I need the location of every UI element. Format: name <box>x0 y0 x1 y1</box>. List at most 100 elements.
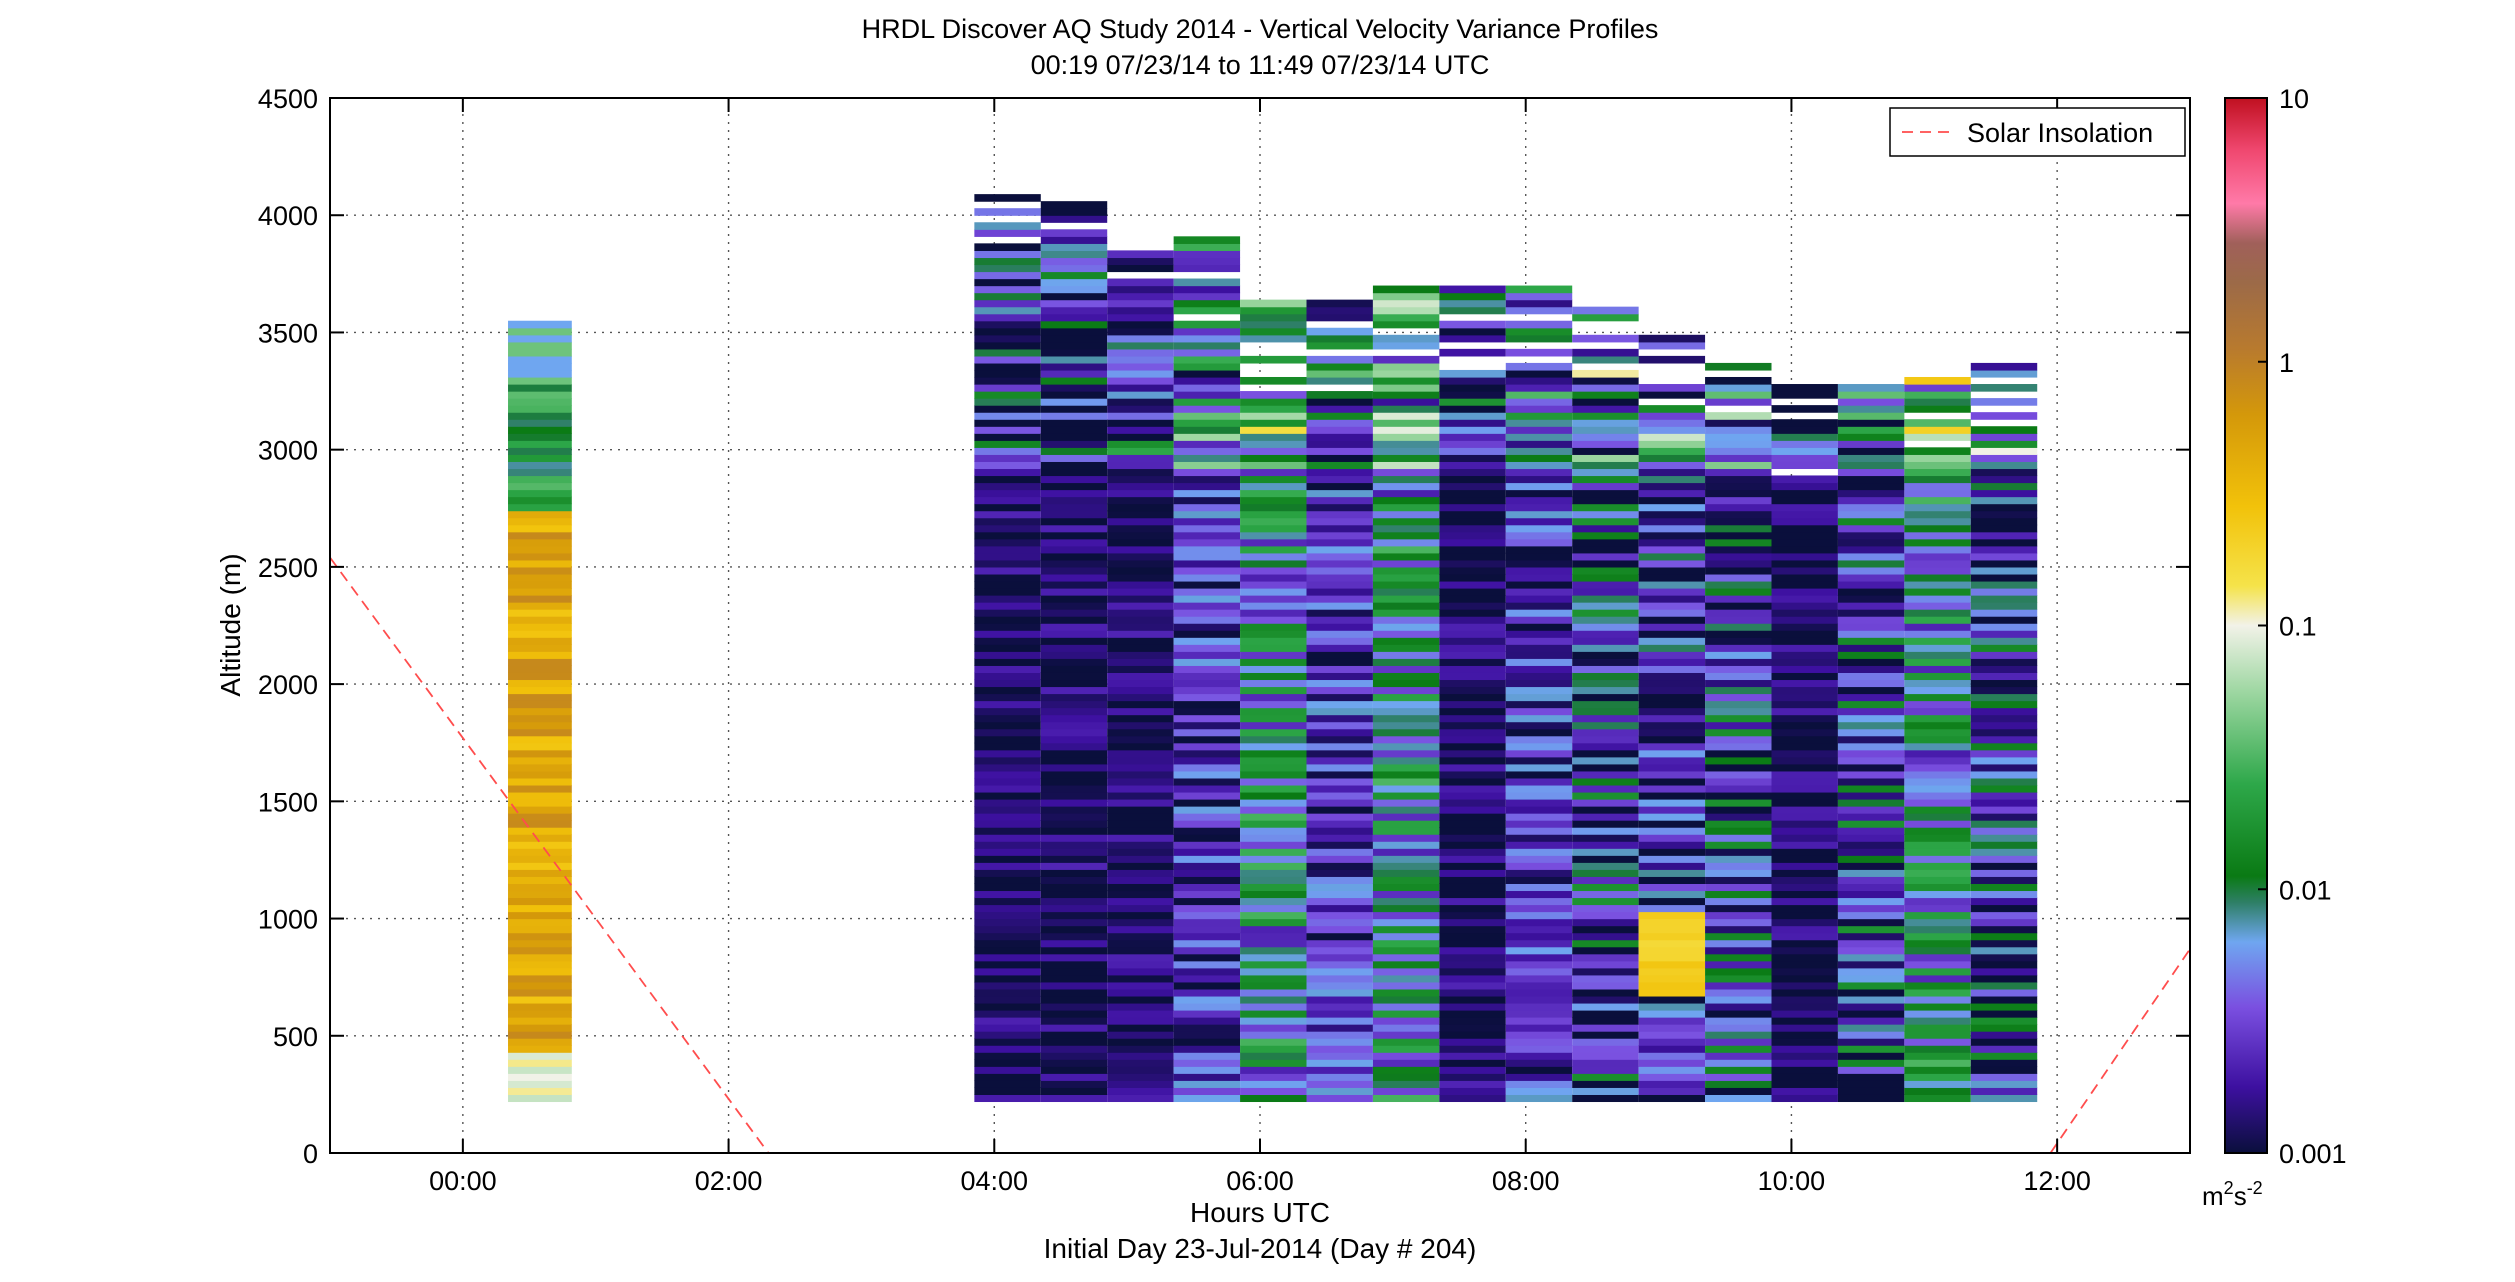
variance-cell <box>1040 313 1108 322</box>
variance-cell <box>1705 841 1772 849</box>
variance-cell <box>1173 433 1241 441</box>
variance-cell <box>1372 672 1440 681</box>
variance-cell <box>1439 953 1506 962</box>
variance-cell <box>508 728 572 737</box>
variance-cell <box>1173 1045 1241 1053</box>
variance-cell <box>1505 679 1573 688</box>
variance-cell <box>1572 855 1639 863</box>
variance-cell <box>1040 869 1108 877</box>
variance-cell <box>1173 658 1241 666</box>
variance-cell <box>1505 609 1573 617</box>
variance-cell <box>1572 419 1639 427</box>
variance-cell <box>1107 820 1174 828</box>
variance-cell <box>1372 545 1440 554</box>
variance-cell <box>1040 658 1108 666</box>
variance-cell <box>1040 742 1108 751</box>
variance-cell <box>508 355 572 364</box>
variance-cell <box>1107 939 1174 948</box>
variance-cell <box>1505 967 1573 976</box>
variance-cell <box>1572 1009 1639 1018</box>
variance-cell <box>1904 665 1971 673</box>
variance-cell <box>1505 482 1573 491</box>
variance-cell <box>1040 524 1108 533</box>
variance-cell <box>1505 644 1573 652</box>
variance-cell <box>1505 939 1573 948</box>
x-tick-label: 02:00 <box>695 1166 763 1196</box>
variance-cell <box>1372 770 1440 779</box>
variance-cell <box>1638 763 1706 772</box>
variance-cell <box>1040 974 1108 983</box>
variance-cell <box>508 1073 572 1081</box>
variance-cell <box>1107 496 1174 505</box>
variance-cell <box>1705 848 1772 856</box>
variance-cell <box>1904 862 1971 870</box>
y-tick-label: 4000 <box>258 201 318 231</box>
variance-cell <box>1705 1024 1772 1032</box>
variance-cell <box>1771 756 1838 765</box>
variance-cell <box>1904 461 1971 470</box>
variance-cell <box>1107 707 1174 716</box>
variance-cell <box>1638 503 1706 512</box>
variance-cell <box>1837 925 1905 934</box>
variance-cell <box>1638 580 1706 589</box>
variance-cell <box>508 995 572 1004</box>
variance-cell <box>1306 1002 1373 1011</box>
variance-cell <box>1240 376 1307 385</box>
variance-cell <box>1439 1094 1506 1103</box>
variance-cell <box>508 447 572 455</box>
variance-cell <box>1505 834 1573 842</box>
variance-cell <box>1505 883 1573 892</box>
variance-cell <box>1439 721 1506 730</box>
variance-cell <box>1372 447 1440 455</box>
variance-cell <box>1638 686 1706 695</box>
variance-cell <box>1705 391 1772 399</box>
variance-cell <box>1306 651 1373 659</box>
variance-cell <box>1306 398 1373 406</box>
variance-cell <box>1107 609 1174 617</box>
variance-cell <box>1638 412 1706 420</box>
variance-cell <box>1638 925 1706 934</box>
variance-cell <box>1173 327 1241 336</box>
variance-cell <box>1572 545 1639 554</box>
variance-cell <box>1771 806 1838 814</box>
variance-cell <box>1107 461 1174 470</box>
variance-cell <box>1173 1080 1241 1088</box>
variance-cell <box>1439 320 1506 329</box>
variance-cell <box>1771 559 1838 568</box>
variance-cell <box>1705 468 1772 477</box>
solar-insolation-segment <box>2049 948 2190 1153</box>
variance-cell <box>1439 897 1506 906</box>
variance-cell <box>1904 609 1971 617</box>
chart-subtitle: 00:19 07/23/14 to 11:49 07/23/14 UTC <box>1031 50 1490 80</box>
variance-cell <box>1771 566 1838 575</box>
colorbar-tick-label: 0.001 <box>2279 1139 2347 1169</box>
variance-cell <box>1771 658 1838 666</box>
variance-cell <box>1439 1017 1506 1025</box>
variance-cell <box>1771 932 1838 941</box>
variance-cell <box>1439 616 1506 624</box>
variance-cell <box>1173 602 1241 610</box>
variance-cell <box>1771 1024 1838 1032</box>
variance-cell <box>1572 904 1639 913</box>
variance-cell <box>1505 616 1573 624</box>
variance-cell <box>1505 1009 1573 1018</box>
variance-cell <box>1107 813 1174 821</box>
variance-cell <box>1638 1009 1706 1018</box>
variance-cell <box>1837 820 1905 828</box>
variance-cell <box>1439 482 1506 491</box>
variance-cell <box>1505 672 1573 681</box>
variance-cell <box>1372 552 1440 561</box>
variance-cell <box>1705 1087 1772 1095</box>
variance-cell <box>1904 953 1971 962</box>
variance-cell <box>1173 1066 1241 1074</box>
variance-cell <box>1040 531 1108 540</box>
variance-cell <box>1572 552 1639 561</box>
variance-cell <box>1240 609 1307 617</box>
variance-cell <box>1505 841 1573 849</box>
variance-cell <box>1638 447 1706 455</box>
variance-cell <box>1837 890 1905 899</box>
variance-cell <box>1240 763 1307 772</box>
variance-cell <box>1638 911 1706 920</box>
variance-cell <box>1837 398 1905 406</box>
variance-cell <box>1638 728 1706 737</box>
